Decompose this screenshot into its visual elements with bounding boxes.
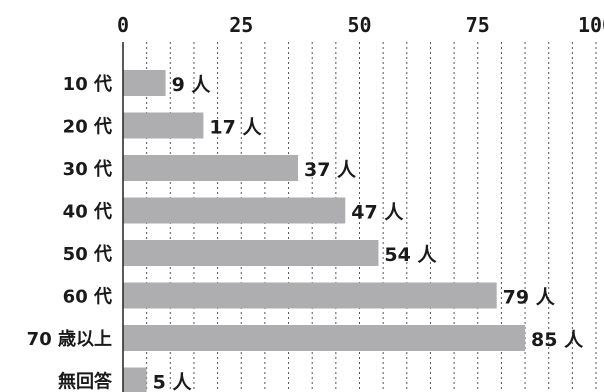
x-tick-label-75: 75 xyxy=(466,13,490,37)
category-label-7: 無回答 xyxy=(58,371,113,392)
data-labels: 9 人 17 人 37 人 47 人 54 人 79 人 85 人 5 人 xyxy=(153,74,584,392)
data-label-0: 9 人 xyxy=(172,74,212,96)
category-label-3: 40 代 xyxy=(63,202,112,223)
bar-0 xyxy=(123,70,166,96)
category-label-5: 60 代 xyxy=(63,287,112,308)
x-tick-label-50: 50 xyxy=(347,13,371,37)
category-label-4: 50 代 xyxy=(63,244,112,265)
bar-6 xyxy=(123,325,526,351)
category-label-0: 10 代 xyxy=(63,74,112,95)
category-label-6: 70 歳以上 xyxy=(27,329,112,350)
bar-3 xyxy=(123,197,346,224)
data-label-4: 54 人 xyxy=(384,244,437,266)
x-tick-label-25: 25 xyxy=(229,13,253,37)
bar-5 xyxy=(123,282,497,309)
bar-1 xyxy=(123,112,204,139)
category-label-1: 20 代 xyxy=(63,117,112,138)
bar-4 xyxy=(123,240,379,266)
data-label-5: 79 人 xyxy=(503,287,556,309)
bar-7 xyxy=(123,367,147,392)
data-label-2: 37 人 xyxy=(304,159,357,181)
data-label-3: 47 人 xyxy=(351,202,404,224)
bar-2 xyxy=(123,155,299,181)
bars xyxy=(123,70,526,392)
data-label-7: 5 人 xyxy=(153,372,193,392)
category-label-2: 30 代 xyxy=(63,159,112,180)
x-axis-ticks: 0 25 50 75 100 xyxy=(117,13,604,37)
data-label-6: 85 人 xyxy=(531,329,584,351)
x-tick-label-100: 100 xyxy=(578,13,604,37)
data-label-1: 17 人 xyxy=(209,117,262,139)
x-tick-label-0: 0 xyxy=(117,13,129,37)
